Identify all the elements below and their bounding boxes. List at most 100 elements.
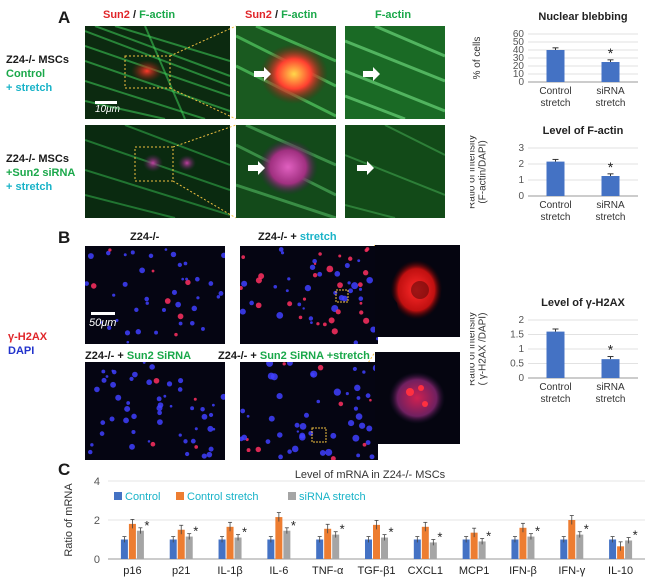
nucleus-dot <box>322 322 327 327</box>
col3-header: F-actin <box>375 9 412 21</box>
nucleus-dot <box>330 432 337 439</box>
chart1-title: Level of F-actin <box>543 125 624 137</box>
chart3-bar-10-0 <box>609 539 617 559</box>
nucleus-dot <box>191 305 198 312</box>
nucleus-dot <box>101 377 107 383</box>
chart3-xtick-6: CXCL1 <box>408 565 443 577</box>
chart3-bar-9-1 <box>568 520 576 559</box>
chart3-bar-6-0 <box>413 539 421 559</box>
b-header-1: Z24-/- <box>130 231 160 243</box>
nucleus-dot <box>299 423 307 430</box>
nucleus-dot <box>352 366 357 371</box>
nucleus-dot <box>170 251 177 258</box>
chart2-ytick-1: 0.5 <box>510 359 524 370</box>
nucleus-dot <box>362 270 369 276</box>
nucleus-dot <box>344 263 350 269</box>
chart2-ytick-4: 2 <box>518 315 524 326</box>
nucleus-dot <box>270 373 278 381</box>
chart0-ytick-2: 20 <box>513 61 525 72</box>
nucleus-dot <box>177 387 183 392</box>
nucleus-dot <box>131 429 136 435</box>
chart3-bar-9-2 <box>576 534 584 559</box>
nucleus-dot <box>208 446 214 452</box>
nucleus-dot <box>99 431 105 436</box>
nucleus-dot <box>164 298 171 304</box>
nucleus-dot <box>110 381 117 388</box>
nucleus-dot <box>190 438 196 444</box>
nucleus-dot <box>326 265 334 273</box>
chart3-bar-5-2 <box>381 537 388 559</box>
chart0-title: Nuclear blebbing <box>538 11 627 23</box>
nucleus-dot <box>220 393 225 400</box>
chart3-bar-3-0 <box>267 539 275 559</box>
row1-label: Z24-/- MSCs Control + stretch <box>6 53 69 95</box>
nucleus-dot <box>206 451 213 458</box>
nucleus-dot <box>302 307 305 310</box>
b-header-4: Z24-/- + Sun2 SiRNA +stretch <box>218 349 370 363</box>
nucleus-dot <box>282 362 286 366</box>
nucleus-dot <box>131 413 137 420</box>
chart3-bar-1-0 <box>169 539 177 559</box>
micrograph-background <box>240 362 378 460</box>
nucleus-dot <box>351 282 359 290</box>
chart3-bar-8-0 <box>511 539 519 559</box>
chart3-bar-0-0 <box>120 539 128 559</box>
chart3-bar-6-1 <box>421 526 429 559</box>
nucleus-dot <box>105 250 111 256</box>
a-row2-zoom-merge-image <box>236 125 336 218</box>
chart0-ytick-0: 0 <box>518 77 524 88</box>
a-row1-factin-arrow-icon <box>363 67 380 81</box>
chart3-bar-2-2 <box>234 537 242 559</box>
nucleus-dot <box>211 403 215 407</box>
col2-factin: F-actin <box>281 9 318 21</box>
nucleus-dot <box>249 300 254 306</box>
chart3-legend-swatch-1 <box>176 492 184 500</box>
nucleus-dot <box>337 282 343 289</box>
nucleus-dot <box>90 443 94 447</box>
col2-header: Sun2 / F-actin <box>245 8 317 22</box>
nucleus-dot <box>246 414 250 418</box>
b-zoom-sirna-nucleus-image <box>375 352 460 444</box>
chart3-bar-10-1 <box>617 546 625 559</box>
chart3-bar-9-0 <box>560 539 568 559</box>
chart3-xtick-9: IFN-γ <box>558 565 585 577</box>
nucleus-dot <box>246 448 251 453</box>
nucleus-dot <box>193 397 197 401</box>
nucleus-dot <box>144 296 149 302</box>
nucleus-dot <box>185 277 189 281</box>
nucleus-dot <box>255 446 261 453</box>
chart3-bar-8-2 <box>527 536 535 559</box>
nucleus-dot <box>216 295 221 299</box>
chart2-xtick-1-1: stretch <box>595 394 625 405</box>
nucleus-dot <box>280 251 285 255</box>
nucleus-dot <box>348 256 353 261</box>
b-header-3: Z24-/- + Sun2 SiRNA <box>85 349 191 363</box>
a-row2-factin-arrow-icon <box>357 161 374 175</box>
nucleus-dot <box>328 317 335 324</box>
nucleus-dot <box>296 430 300 433</box>
b-z24-sirna-image <box>85 362 225 460</box>
panel-b-letter: B <box>58 228 71 247</box>
nucleus-dot <box>266 362 274 367</box>
chart3-legend-swatch-0 <box>114 492 122 500</box>
row2-label-line1: Z24-/- MSCs <box>6 153 69 165</box>
nucleus-dot <box>145 301 149 305</box>
nucleus-dot <box>302 297 307 301</box>
chart3-xtick-8: IFN-β <box>509 565 537 577</box>
nucleus-dot <box>130 250 135 255</box>
nucleus-dot <box>122 281 128 287</box>
nucleus-dot <box>276 311 284 319</box>
nucleus-dot <box>353 340 359 344</box>
chart1-sig-1: * <box>608 159 614 175</box>
nucleus-dot <box>313 262 317 266</box>
nucleus-dot <box>333 290 338 295</box>
nucleus-dot <box>297 302 302 307</box>
chart2-xtick-0-0: Control <box>539 382 571 393</box>
chart2-ytick-0: 0 <box>518 373 524 384</box>
nucleus-dot <box>255 277 262 284</box>
chart0-xtick-0-0: Control <box>539 86 571 97</box>
nucleus-dot <box>303 412 309 418</box>
nucleus-dot <box>241 255 246 259</box>
chart0-bar-1 <box>601 62 620 82</box>
chart2-title: Level of γ-H2AX <box>541 297 625 309</box>
